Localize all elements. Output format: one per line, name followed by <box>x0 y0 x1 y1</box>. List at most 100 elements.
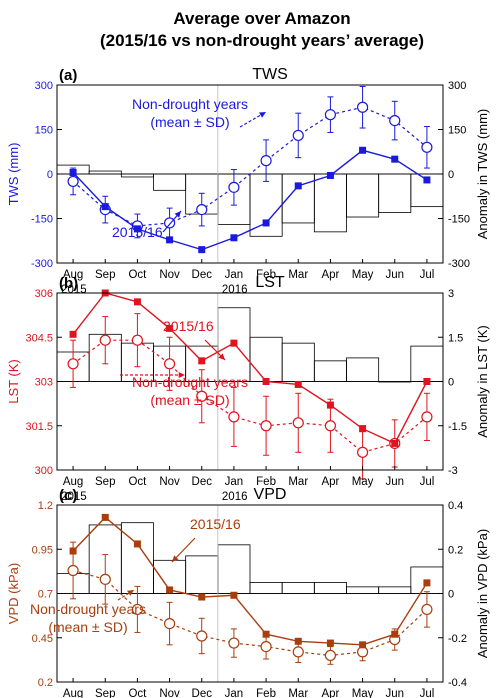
point-2015-16 <box>294 637 302 645</box>
y2-tick-label: -300 <box>448 258 470 270</box>
y2-tick-label: 0 <box>448 589 454 601</box>
year-label: 2016 <box>222 284 248 296</box>
anomaly-bar <box>249 336 283 382</box>
x-tick-label: Nov <box>159 688 180 698</box>
anomaly-bar <box>346 357 380 382</box>
y-tick-label: 304.5 <box>25 332 53 344</box>
anomaly-bar <box>346 173 380 218</box>
annotation-arrowhead <box>174 211 181 218</box>
y-tick-label: 150 <box>35 125 53 137</box>
point-2015-16 <box>230 234 238 242</box>
panel-title: VPD <box>254 486 287 503</box>
x-tick-label: May <box>352 269 374 281</box>
panel-title: LST <box>255 274 285 291</box>
point-nondrought <box>196 390 208 402</box>
point-2015-16 <box>391 155 399 163</box>
y-axis-title: TWS (mm) <box>6 143 21 206</box>
x-tick-label: Oct <box>128 688 147 698</box>
series-line-2015-16 <box>72 149 428 251</box>
point-2015-16 <box>230 591 238 599</box>
panel-title: TWS <box>252 66 288 83</box>
x-tick-label: Jan <box>225 476 244 488</box>
x-tick-label: Jul <box>420 688 435 698</box>
point-2015-16 <box>326 171 334 179</box>
x-tick-label: Aug <box>63 476 83 488</box>
y2-tick-label: 0.2 <box>448 544 463 556</box>
point-nondrought <box>163 617 176 630</box>
point-nondrought <box>324 109 337 121</box>
anomaly-bar <box>88 170 122 175</box>
y2-tick-label: 0 <box>448 169 454 181</box>
x-tick-label: May <box>352 476 374 488</box>
point-nondrought <box>356 101 369 113</box>
x-tick-label: Mar <box>288 476 308 488</box>
point-nondrought <box>421 603 433 616</box>
point-nondrought <box>324 420 337 432</box>
point-2015-16 <box>166 324 174 332</box>
x-tick-label: Mar <box>288 688 308 698</box>
point-nondrought <box>228 181 240 193</box>
annotation-2015-16: 2015/16 <box>190 516 241 532</box>
point-2015-16 <box>326 401 334 409</box>
y-axis-title: VPD (kPa) <box>6 563 21 624</box>
panel-tws: -300 -150 0 150 300 -300 -150 0 150 300 Aug Sep Oct N… <box>6 66 490 296</box>
x-tick-label: Oct <box>128 269 147 281</box>
x-tick-label: Oct <box>128 476 147 488</box>
y-tick-label: 306 <box>35 288 53 300</box>
point-nondrought <box>421 141 433 153</box>
x-tick-label: Feb <box>256 476 276 488</box>
point-nondrought <box>67 564 79 577</box>
point-nondrought <box>67 175 79 188</box>
x-tick-label: Apr <box>321 269 339 281</box>
point-2015-16 <box>294 380 302 388</box>
point-nondrought <box>131 334 144 346</box>
y-tick-label: 300 <box>35 80 53 92</box>
point-2015-16 <box>294 182 302 190</box>
point-nondrought <box>292 417 304 429</box>
y-tick-label: -300 <box>31 258 53 270</box>
y2-tick-label: -0.2 <box>448 633 467 645</box>
point-nondrought <box>260 640 272 653</box>
panel-lst: 300 301.5 303 304.5 306 -3 -1.5 0 1.5 3 Aug Sep Oct N… <box>6 274 490 503</box>
point-nondrought <box>163 358 176 370</box>
point-2015-16 <box>69 547 77 555</box>
point-2015-16 <box>423 579 431 587</box>
x-tick-label: Jul <box>420 269 435 281</box>
y-tick-label: 303 <box>35 377 53 389</box>
x-tick-label: Jun <box>385 688 404 698</box>
anomaly-bar <box>249 173 283 237</box>
y2-axis-title: Anomaly in LST (K) <box>475 325 490 437</box>
point-nondrought <box>260 420 272 432</box>
anomaly-bar <box>313 582 347 594</box>
point-2015-16 <box>262 630 270 638</box>
x-tick-label: May <box>352 688 374 698</box>
point-nondrought <box>196 204 208 216</box>
y2-tick-label: -3 <box>448 465 458 477</box>
y2-tick-label: -0.4 <box>448 677 467 689</box>
point-nondrought <box>196 630 208 642</box>
y-tick-label: 0.2 <box>38 677 53 689</box>
anomaly-bar <box>281 342 315 382</box>
point-2015-16 <box>230 339 238 347</box>
annotation-arrowhead <box>218 353 225 360</box>
x-tick-label: Feb <box>256 269 276 281</box>
anomaly-bar <box>120 173 154 178</box>
point-2015-16 <box>391 439 399 447</box>
figure-title-line2: (2015/16 vs non-drought years’ average) <box>100 31 424 50</box>
point-nondrought <box>389 114 401 127</box>
annotation-arrowhead <box>259 112 266 118</box>
point-nondrought <box>99 334 111 346</box>
year-label: 2016 <box>222 491 248 503</box>
anomaly-bar <box>346 586 380 594</box>
point-2015-16 <box>359 146 367 154</box>
point-nondrought <box>228 637 240 649</box>
point-2015-16 <box>69 169 77 177</box>
point-2015-16 <box>101 513 109 521</box>
x-tick-label: Nov <box>159 269 180 281</box>
y2-axis-title: Anomaly in TWS (mm) <box>475 109 490 240</box>
annotation-nondrought-line2: (mean ± SD) <box>150 392 229 408</box>
point-nondrought <box>228 411 240 423</box>
y2-tick-label: 0 <box>448 377 454 389</box>
point-nondrought <box>292 129 304 142</box>
